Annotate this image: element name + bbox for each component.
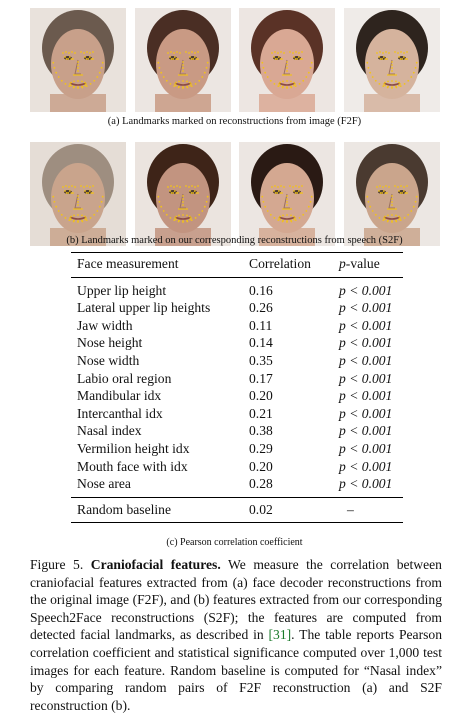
p-value-cell: p < 0.001 bbox=[339, 317, 393, 333]
f2f-face-2 bbox=[134, 8, 231, 112]
header-measurement: Face measurement bbox=[77, 256, 179, 271]
correlation-cell: 0.28 bbox=[249, 476, 273, 492]
table-row: Mandibular idx 0.20 p < 0.001 bbox=[71, 387, 403, 405]
s2f-face-2 bbox=[134, 142, 231, 246]
face-svg bbox=[30, 142, 126, 246]
correlation-table: Face measurement Correlation p-value Upp… bbox=[71, 252, 403, 523]
measurement-cell: Mouth face with idx bbox=[77, 458, 188, 474]
table-row: Nose width 0.35 p < 0.001 bbox=[71, 352, 403, 370]
citation-link[interactable]: [31] bbox=[268, 627, 292, 643]
correlation-cell: 0.35 bbox=[249, 352, 273, 368]
figure-title: Craniofacial features. bbox=[90, 557, 221, 572]
correlation-cell: 0.26 bbox=[249, 300, 273, 316]
baseline-correlation: 0.02 bbox=[249, 501, 273, 517]
measurement-cell: Upper lip height bbox=[77, 282, 167, 298]
measurement-cell: Nose height bbox=[77, 335, 143, 351]
face-svg bbox=[343, 8, 440, 112]
s2f-face-4 bbox=[343, 142, 440, 246]
table-row: Nose height 0.14 p < 0.001 bbox=[71, 334, 403, 352]
f2f-face-3 bbox=[239, 8, 336, 112]
p-value-cell: p < 0.001 bbox=[339, 370, 393, 386]
baseline-p: – bbox=[347, 501, 354, 517]
table-row: Labio oral region 0.17 p < 0.001 bbox=[71, 370, 403, 388]
header-correlation: Correlation bbox=[249, 256, 311, 271]
measurement-cell: Nose area bbox=[77, 476, 131, 492]
p-value-cell: p < 0.001 bbox=[339, 458, 393, 474]
p-value-cell: p < 0.001 bbox=[339, 423, 393, 439]
face-svg bbox=[134, 142, 231, 246]
table-body: Upper lip height 0.16 p < 0.001 Lateral upp… bbox=[71, 277, 403, 497]
caption-c: (c) Pearson correlation coefficient bbox=[166, 537, 303, 548]
p-value-cell: p < 0.001 bbox=[339, 300, 393, 316]
caption-b: (b) Landmarks marked on our correspondin… bbox=[66, 235, 403, 246]
correlation-cell: 0.38 bbox=[249, 423, 273, 439]
header-p-letter: p bbox=[339, 256, 346, 271]
figure-text-2: . The table reports Pearson correlation … bbox=[30, 627, 442, 713]
header-p-rest: -value bbox=[345, 256, 380, 271]
caption-a: (a) Landmarks marked on reconstructions … bbox=[107, 116, 362, 127]
correlation-cell: 0.29 bbox=[249, 440, 273, 456]
figure-caption: Figure 5. Craniofacial features. We meas… bbox=[30, 556, 442, 714]
face-svg bbox=[239, 8, 336, 112]
table-header-row: Face measurement Correlation p-value bbox=[71, 252, 403, 278]
table-row: Nose area 0.28 p < 0.001 bbox=[71, 475, 403, 497]
measurement-cell: Lateral upper lip heights bbox=[77, 300, 211, 316]
correlation-cell: 0.16 bbox=[249, 282, 273, 298]
baseline-measurement: Random baseline bbox=[77, 501, 172, 517]
table-baseline: Random baseline 0.02 – bbox=[71, 497, 403, 523]
f2f-face-4 bbox=[343, 8, 440, 112]
s2f-faces-row bbox=[30, 142, 440, 246]
table-row: Vermilion height idx 0.29 p < 0.001 bbox=[71, 440, 403, 458]
p-value-cell: p < 0.001 bbox=[339, 282, 393, 298]
correlation-cell: 0.14 bbox=[249, 335, 273, 351]
table-row: Lateral upper lip heights 0.26 p < 0.001 bbox=[71, 299, 403, 317]
face-svg bbox=[134, 8, 231, 112]
measurement-cell: Mandibular idx bbox=[77, 388, 162, 404]
measurement-cell: Intercanthal idx bbox=[77, 405, 163, 421]
figure-text-1: We measure the correlation between crani… bbox=[30, 557, 442, 643]
p-value-cell: p < 0.001 bbox=[339, 440, 393, 456]
p-value-cell: p < 0.001 bbox=[339, 388, 393, 404]
correlation-cell: 0.20 bbox=[249, 388, 273, 404]
measurement-cell: Labio oral region bbox=[77, 370, 172, 386]
f2f-faces-row bbox=[30, 8, 440, 112]
face-svg bbox=[343, 142, 440, 246]
p-value-cell: p < 0.001 bbox=[339, 476, 393, 492]
table-row-baseline: Random baseline 0.02 – bbox=[71, 497, 403, 523]
p-value-cell: p < 0.001 bbox=[339, 352, 393, 368]
table-row: Mouth face with idx 0.20 p < 0.001 bbox=[71, 458, 403, 476]
measurement-cell: Vermilion height idx bbox=[77, 440, 190, 456]
measurement-cell: Nose width bbox=[77, 352, 140, 368]
figure-label: Figure 5. bbox=[30, 557, 84, 572]
table-row: Upper lip height 0.16 p < 0.001 bbox=[71, 277, 403, 299]
face-svg bbox=[30, 8, 126, 112]
s2f-face-1 bbox=[30, 142, 126, 246]
face-svg bbox=[239, 142, 336, 246]
correlation-cell: 0.11 bbox=[249, 317, 273, 333]
table-row: Intercanthal idx 0.21 p < 0.001 bbox=[71, 405, 403, 423]
correlation-cell: 0.17 bbox=[249, 370, 273, 386]
s2f-face-3 bbox=[239, 142, 336, 246]
table-row: Nasal index 0.38 p < 0.001 bbox=[71, 422, 403, 440]
correlation-cell: 0.21 bbox=[249, 405, 273, 421]
header-p-value: p-value bbox=[339, 253, 403, 278]
f2f-face-1 bbox=[30, 8, 126, 112]
measurement-cell: Jaw width bbox=[77, 317, 133, 333]
measurement-cell: Nasal index bbox=[77, 423, 142, 439]
table-row: Jaw width 0.11 p < 0.001 bbox=[71, 317, 403, 335]
p-value-cell: p < 0.001 bbox=[339, 335, 393, 351]
p-value-cell: p < 0.001 bbox=[339, 405, 393, 421]
correlation-cell: 0.20 bbox=[249, 458, 273, 474]
